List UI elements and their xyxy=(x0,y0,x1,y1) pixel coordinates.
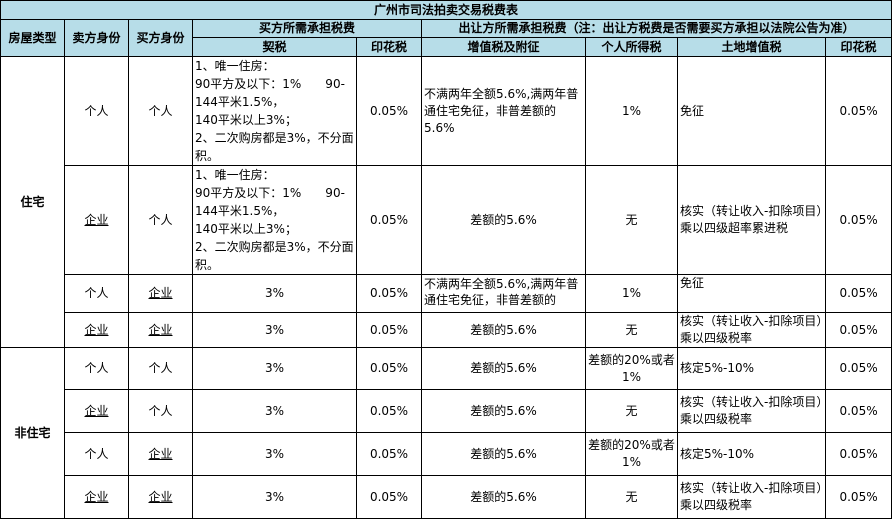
header-house-type: 房屋类型 xyxy=(0,19,65,57)
income-tax-cell: 差额的20%或者1% xyxy=(585,347,678,390)
buyer-cell: 个人 xyxy=(128,56,193,166)
header-seller: 卖方身份 xyxy=(64,19,129,57)
vat-cell: 不满两年全额5.6%,满两年普通住宅免征，非普差额的5.6% xyxy=(424,277,579,311)
header-deed-tax: 契税 xyxy=(192,37,357,57)
stamp-seller-cell: 0.05% xyxy=(824,389,892,433)
header-income-tax: 个人所得税 xyxy=(585,37,678,57)
table-row: 企业 个人 1、唯一住房： 90平方及以下：1% 90-144平米1.5%， 1… xyxy=(1,165,892,275)
stamp-buyer-cell: 0.05% xyxy=(356,274,422,313)
vat-cell: 差额的5.6% xyxy=(421,475,586,519)
deed-tax-cell: 3% xyxy=(192,312,357,348)
seller-cell: 个人 xyxy=(64,347,129,390)
deed-tax-cell: 1、唯一住房： 90平方及以下：1% 90-144平米1.5%， 140平米以上… xyxy=(192,165,357,275)
income-tax-cell: 无 xyxy=(585,389,678,433)
header-buyer: 买方身份 xyxy=(128,19,193,57)
stamp-buyer-cell: 0.05% xyxy=(356,432,422,476)
buyer-cell: 个人 xyxy=(128,165,193,275)
deed-tax-cell: 3% xyxy=(192,475,357,519)
seller-cell: 企业 xyxy=(64,165,129,275)
stamp-buyer-cell: 0.05% xyxy=(356,475,422,519)
table-row: 企业 个人 3% 0.05% 差额的5.6% 无 核实（转让收入-扣除项目）乘以… xyxy=(1,389,892,433)
stamp-seller-cell: 0.05% xyxy=(824,56,892,166)
seller-cell: 个人 xyxy=(64,274,129,313)
income-tax-cell: 差额的20%或者1% xyxy=(585,432,678,476)
income-tax-cell: 1% xyxy=(585,274,678,313)
buyer-cell: 个人 xyxy=(128,347,193,390)
land-vat-cell: 核实（转让收入-扣除项目）乘以四级税率 xyxy=(677,389,826,433)
house-type-cell: 非住宅 xyxy=(0,347,65,519)
house-type-cell: 住宅 xyxy=(0,56,65,348)
vat-cell: 差额的5.6% xyxy=(421,347,586,390)
deed-tax-cell: 3% xyxy=(192,389,357,433)
stamp-seller-cell: 0.05% xyxy=(824,274,892,313)
land-vat-cell: 核定5%-10% xyxy=(677,347,826,390)
table-title: 广州市司法拍卖交易税费表 xyxy=(0,0,892,20)
income-tax-cell: 无 xyxy=(585,475,678,519)
stamp-buyer-cell: 0.05% xyxy=(356,312,422,348)
buyer-cell: 企业 xyxy=(128,432,193,476)
vat-cell: 不满两年全额5.6%,满两年普通住宅免征，非普差额的5.6% xyxy=(421,56,586,166)
stamp-seller-cell: 0.05% xyxy=(824,165,892,275)
vat-cell: 差额的5.6% xyxy=(421,312,586,348)
table-row: 个人 企业 3% 0.05% 不满两年全额5.6%,满两年普通住宅免征，非普差额… xyxy=(1,274,892,313)
stamp-seller-cell: 0.05% xyxy=(824,475,892,519)
table-row: 企业 企业 3% 0.05% 差额的5.6% 无 核实（转让收入-扣除项目）乘以… xyxy=(1,312,892,348)
stamp-buyer-cell: 0.05% xyxy=(356,347,422,390)
income-tax-cell: 1% xyxy=(585,56,678,166)
table-row: 住宅 个人 个人 1、唯一住房： 90平方及以下：1% 90-144平米1.5%… xyxy=(0,56,892,348)
buyer-cell: 企业 xyxy=(128,312,193,348)
table-row: 非住宅 个人 个人 3% 0.05% 差额的5.6% 差额的20%或者1% 核定… xyxy=(0,347,892,519)
land-vat-cell: 免征 xyxy=(677,56,826,166)
income-tax-cell: 无 xyxy=(585,312,678,348)
stamp-seller-cell: 0.05% xyxy=(824,432,892,476)
land-vat-cell: 核实（转让收入-扣除项目）乘以四级超率累进税 xyxy=(677,165,826,275)
deed-tax-cell: 1、唯一住房： 90平方及以下：1% 90-144平米1.5%， 140平米以上… xyxy=(192,56,357,166)
seller-cell: 企业 xyxy=(64,312,129,348)
land-vat-cell: 核实（转让收入-扣除项目）乘以四级税率 xyxy=(677,475,826,519)
land-vat-cell: 核实（转让收入-扣除项目）乘以四级税率 xyxy=(677,312,826,348)
land-vat-cell: 核定5%-10% xyxy=(677,432,826,476)
seller-cell: 个人 xyxy=(64,432,129,476)
header-stamp-tax-buyer: 印花税 xyxy=(356,37,422,57)
vat-cell: 差额的5.6% xyxy=(421,432,586,476)
stamp-buyer-cell: 0.05% xyxy=(356,56,422,166)
header-stamp-tax-seller: 印花税 xyxy=(824,37,892,57)
seller-cell: 个人 xyxy=(64,56,129,166)
income-tax-cell: 无 xyxy=(585,165,678,275)
header-seller-taxes: 出让方所需承担税费（注：出让方税费是否需要买方承担以法院公告为准） xyxy=(420,19,892,38)
buyer-cell: 企业 xyxy=(128,274,193,313)
buyer-cell: 企业 xyxy=(128,475,193,519)
deed-tax-cell: 3% xyxy=(192,274,357,313)
header-buyer-taxes: 买方所需承担税费 xyxy=(192,19,422,38)
vat-cell: 差额的5.6% xyxy=(421,389,586,433)
deed-tax-cell: 3% xyxy=(192,347,357,390)
seller-cell: 企业 xyxy=(64,475,129,519)
stamp-seller-cell: 0.05% xyxy=(824,312,892,348)
seller-cell: 企业 xyxy=(64,389,129,433)
stamp-seller-cell: 0.05% xyxy=(824,347,892,390)
header-land-vat: 土地增值税 xyxy=(677,37,826,57)
deed-tax-cell: 3% xyxy=(192,432,357,476)
land-vat-cell: 免征 xyxy=(677,274,826,313)
buyer-cell: 个人 xyxy=(128,389,193,433)
stamp-buyer-cell: 0.05% xyxy=(356,389,422,433)
table-row: 个人 企业 3% 0.05% 差额的5.6% 差额的20%或者1% 核定5%-1… xyxy=(1,432,892,476)
header-vat: 增值税及附征 xyxy=(421,37,586,57)
vat-cell: 差额的5.6% xyxy=(421,165,586,275)
stamp-buyer-cell: 0.05% xyxy=(356,165,422,275)
table-row: 企业 企业 3% 0.05% 差额的5.6% 无 核实（转让收入-扣除项目）乘以… xyxy=(1,475,892,519)
